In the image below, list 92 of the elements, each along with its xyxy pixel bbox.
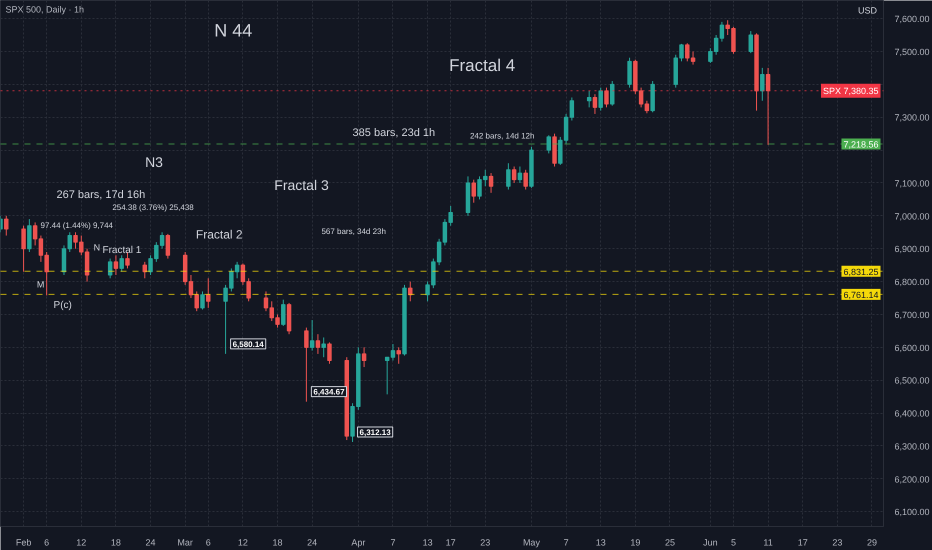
y-tick-label: 6,400.00	[894, 408, 930, 419]
x-tick-label: 6	[206, 538, 211, 548]
annotation: 97.44 (1.44%) 9,744	[40, 221, 114, 230]
ref-line-label: 6,761.14	[843, 290, 879, 300]
annotation: Fractal 4	[449, 56, 516, 75]
y-tick-label: 7,500.00	[894, 46, 930, 57]
candlestick	[512, 166, 516, 184]
text: SPX 500, Daily · 1h	[6, 4, 84, 14]
x-tick-label: 5	[730, 538, 736, 548]
candlestick	[604, 87, 609, 108]
y-tick-label: 6,500.00	[894, 376, 930, 386]
candlestick	[748, 30, 753, 54]
x-tick-label: 17	[798, 538, 808, 548]
x-tick-label: 18	[272, 538, 283, 548]
candlestick	[760, 67, 765, 102]
annotation: 567 bars, 34d 23h	[321, 227, 386, 236]
x-tick-label: 18	[110, 538, 121, 548]
y-tick-label: 6,100.00	[894, 507, 930, 518]
annotation: N	[94, 242, 100, 253]
y-tick-label: 7,000.00	[894, 211, 930, 222]
y-tick-label: 6,300.00	[894, 441, 930, 452]
candlestick	[592, 94, 598, 114]
candlestick	[396, 346, 401, 364]
x-tick-label: 19	[630, 538, 640, 548]
annotation: M	[36, 279, 44, 290]
annotation: Fractal 2	[196, 228, 243, 242]
candlestick	[194, 290, 199, 312]
y-tick-label: 6,600.00	[894, 342, 930, 353]
x-tick-label: 24	[307, 538, 318, 548]
annotation: 6,580.14	[232, 340, 264, 349]
x-tick-label: 24	[146, 538, 156, 548]
annotation: Fractal 3	[274, 176, 329, 193]
annotation: N 44	[214, 20, 252, 40]
ref-line-label: 6,831.25	[843, 266, 879, 277]
ref-line-label: SPX 7,380.35	[822, 86, 879, 96]
annotation: N3	[145, 154, 164, 170]
candlestick	[472, 179, 476, 204]
annotation: Fractal 1	[102, 245, 142, 256]
annotation: 385 bars, 23d 1h	[352, 126, 436, 139]
ref-line-label: 7,218.56	[843, 139, 879, 150]
candlestick	[316, 334, 320, 354]
x-tick-label: 12	[238, 538, 248, 548]
x-tick-label: 12	[76, 538, 86, 548]
x-tick-label: 7	[390, 538, 396, 548]
x-tick-label: 11	[763, 538, 773, 548]
x-tick-label: Feb	[16, 538, 32, 548]
x-tick-label: 13	[422, 538, 433, 548]
candlestick	[506, 162, 511, 190]
candlestick	[327, 342, 332, 364]
candlestick	[610, 80, 614, 106]
candlestick	[523, 169, 528, 190]
x-tick-label: May	[522, 538, 540, 548]
annotation: P(c)	[54, 300, 72, 311]
x-tick-label: 6	[44, 538, 50, 548]
candlestick	[586, 90, 592, 108]
x-tick-label: Jun	[703, 538, 718, 548]
candlestick	[518, 166, 522, 184]
candlestick	[488, 172, 494, 194]
y-tick-label: 6,700.00	[894, 310, 930, 320]
candlestick	[304, 327, 309, 402]
y-tick-label: 6,200.00	[894, 474, 930, 484]
y-tick-label: 6,900.00	[894, 244, 930, 254]
candlestick	[598, 87, 603, 112]
annotation: 254.38 (3.76%) 25,438	[112, 203, 194, 212]
y-tick-label: 7,100.00	[894, 178, 930, 188]
candlestick	[206, 278, 210, 308]
annotation: 6,434.67	[313, 388, 346, 397]
candlestick	[281, 299, 286, 326]
x-tick-label: 7	[564, 538, 569, 548]
x-tick-label: 13	[596, 538, 606, 548]
x-tick-label: 17	[446, 538, 456, 548]
candlestick	[310, 320, 314, 352]
x-tick-label: 23	[480, 538, 490, 548]
candlestick	[627, 57, 632, 88]
x-tick-label: 23	[832, 538, 842, 548]
y-tick-label: 7,600.00	[894, 14, 930, 24]
annotation: 267 bars, 17d 16h	[56, 188, 146, 201]
candlestick	[321, 336, 326, 358]
x-tick-label: Mar	[177, 538, 193, 548]
candlestick	[234, 261, 240, 279]
candlestick	[362, 346, 366, 368]
candlestick	[766, 67, 770, 146]
x-tick-label: 29	[866, 538, 877, 548]
y-tick-label: 7,300.00	[894, 112, 930, 123]
x-tick-label: 25	[664, 538, 675, 548]
candlestick	[546, 134, 551, 154]
candlestick	[200, 290, 205, 310]
annotation: 242 bars, 14d 12h	[470, 131, 534, 140]
annotation: USD	[858, 5, 878, 16]
x-tick-label: Apr	[351, 538, 366, 548]
annotation: 6,312.13	[360, 428, 392, 437]
y-tick-label: 6,800.00	[894, 277, 930, 288]
